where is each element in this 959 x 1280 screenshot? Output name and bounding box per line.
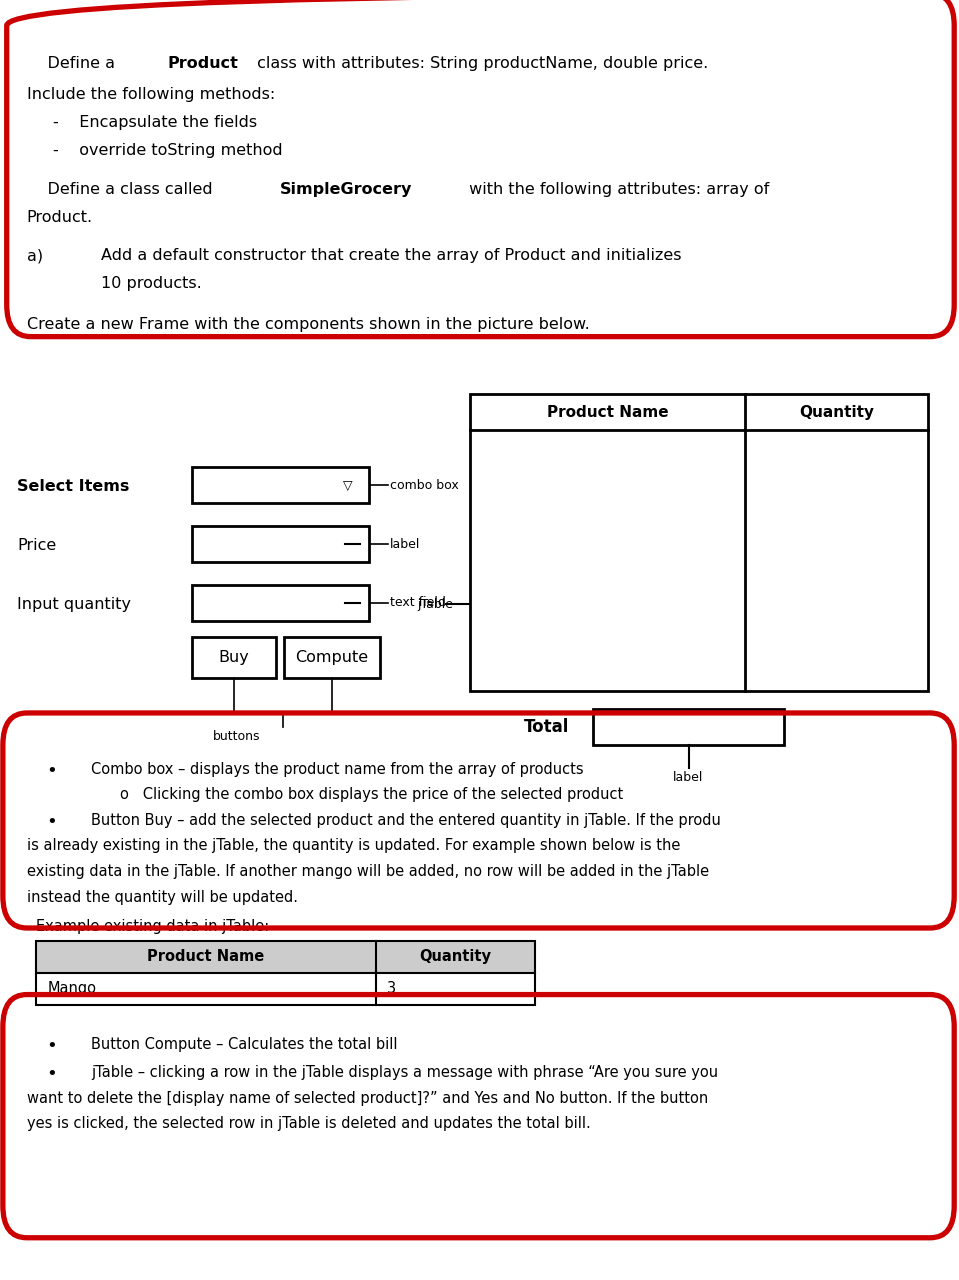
- Text: •: •: [46, 1037, 57, 1055]
- Text: Quantity: Quantity: [419, 950, 491, 964]
- Text: •: •: [46, 1065, 57, 1083]
- Text: text field: text field: [390, 596, 446, 609]
- Bar: [192, 526, 369, 562]
- Bar: [192, 637, 276, 678]
- Text: •: •: [46, 762, 57, 780]
- Bar: [36, 941, 535, 1005]
- Bar: [284, 637, 380, 678]
- Bar: [593, 709, 784, 745]
- Text: Select Items: Select Items: [17, 479, 129, 494]
- Text: Define a class called: Define a class called: [27, 182, 218, 197]
- Text: Product Name: Product Name: [148, 950, 265, 964]
- Text: combo box: combo box: [390, 479, 459, 492]
- Text: 3: 3: [387, 982, 396, 996]
- Text: Define a: Define a: [27, 56, 120, 72]
- Text: Example existing data in jTable:: Example existing data in jTable:: [36, 919, 269, 934]
- Text: -    override toString method: - override toString method: [53, 143, 282, 159]
- Text: jTable: jTable: [417, 598, 454, 611]
- Text: want to delete the [display name of selected product]?” and Yes and No button. I: want to delete the [display name of sele…: [27, 1091, 708, 1106]
- Text: label: label: [390, 538, 421, 550]
- Bar: [470, 394, 928, 691]
- Text: Total: Total: [524, 718, 569, 736]
- Text: ▽: ▽: [343, 479, 353, 492]
- Text: Create a new Frame with the components shown in the picture below.: Create a new Frame with the components s…: [27, 317, 590, 333]
- Text: Button Compute – Calculates the total bill: Button Compute – Calculates the total bi…: [91, 1037, 398, 1052]
- Text: 10 products.: 10 products.: [101, 276, 201, 292]
- Text: -    Encapsulate the fields: - Encapsulate the fields: [53, 115, 257, 131]
- Text: jTable – clicking a row in the jTable displays a message with phrase “Are you su: jTable – clicking a row in the jTable di…: [91, 1065, 718, 1080]
- Text: Combo box – displays the product name from the array of products: Combo box – displays the product name fr…: [91, 762, 584, 777]
- Text: •: •: [46, 813, 57, 831]
- Text: Mango: Mango: [48, 982, 97, 996]
- Text: label: label: [673, 771, 704, 783]
- Text: yes is clicked, the selected row in jTable is deleted and updates the total bill: yes is clicked, the selected row in jTab…: [27, 1116, 591, 1132]
- Text: instead the quantity will be updated.: instead the quantity will be updated.: [27, 890, 298, 905]
- Text: Price: Price: [17, 538, 57, 553]
- Text: o   Clicking the combo box displays the price of the selected product: o Clicking the combo box displays the pr…: [120, 787, 623, 803]
- Text: buttons: buttons: [213, 730, 261, 742]
- Text: Input quantity: Input quantity: [17, 596, 131, 612]
- Text: existing data in the jTable. If another mango will be added, no row will be adde: existing data in the jTable. If another …: [27, 864, 709, 879]
- Bar: [192, 467, 369, 503]
- Text: Product: Product: [168, 56, 239, 72]
- Text: Product.: Product.: [27, 210, 93, 225]
- Text: Buy: Buy: [219, 650, 249, 666]
- Text: Product Name: Product Name: [547, 404, 668, 420]
- Text: Compute: Compute: [295, 650, 368, 666]
- Text: a): a): [27, 248, 43, 264]
- Bar: [36, 941, 535, 973]
- Bar: [192, 585, 369, 621]
- Text: Quantity: Quantity: [799, 404, 875, 420]
- Text: Button Buy – add the selected product and the entered quantity in jTable. If the: Button Buy – add the selected product an…: [91, 813, 721, 828]
- Text: class with attributes: String productName, double price.: class with attributes: String productNam…: [252, 56, 709, 72]
- Text: SimpleGrocery: SimpleGrocery: [280, 182, 412, 197]
- Text: with the following attributes: array of: with the following attributes: array of: [464, 182, 769, 197]
- Text: Include the following methods:: Include the following methods:: [27, 87, 275, 102]
- Text: Add a default constructor that create the array of Product and initializes: Add a default constructor that create th…: [101, 248, 681, 264]
- Text: is already existing in the jTable, the quantity is updated. For example shown be: is already existing in the jTable, the q…: [27, 838, 680, 854]
